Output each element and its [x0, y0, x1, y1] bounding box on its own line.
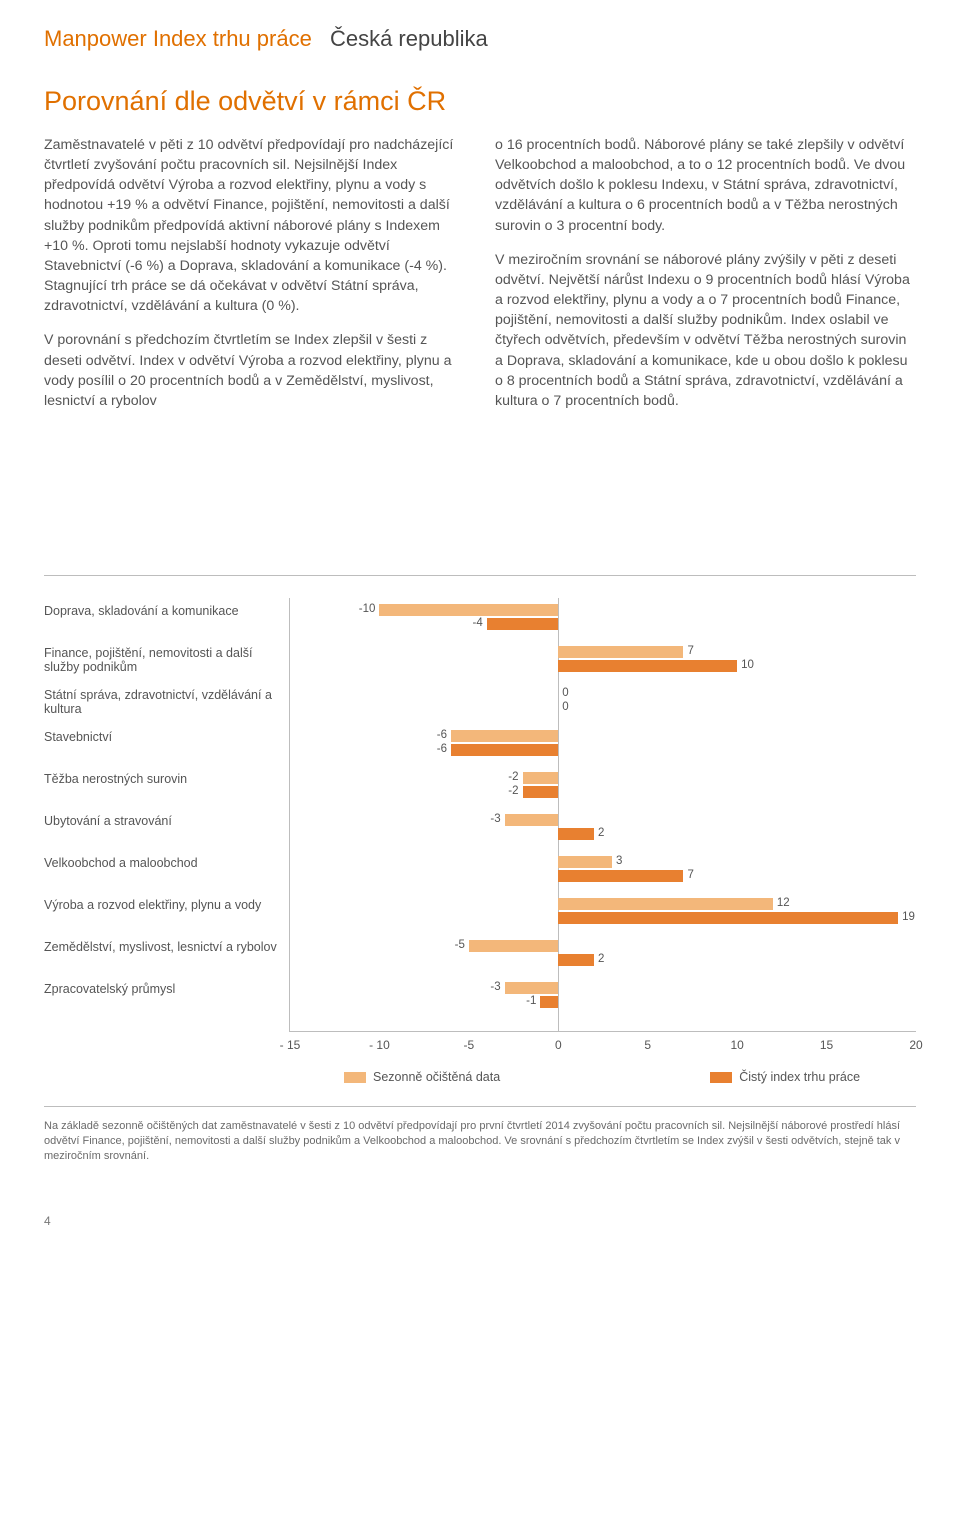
chart-bar: [469, 940, 558, 952]
chart-bar: [487, 618, 559, 630]
chart-bar-value: 19: [902, 911, 915, 923]
chart-xtick-label: 0: [555, 1038, 562, 1052]
chart-category-label: Výroba a rozvod elektřiny, plynu a vody: [44, 898, 281, 912]
chart-xtick-label: 10: [730, 1038, 743, 1052]
chart-bar: [558, 646, 683, 658]
chart-xtick-label: 15: [820, 1038, 833, 1052]
header-brand: Manpower Index trhu práce: [44, 26, 312, 51]
chart-bar-value: -2: [508, 771, 518, 783]
chart-category-label: Finance, pojištění, nemovitosti a další …: [44, 646, 281, 675]
chart-bar-value: 10: [741, 659, 754, 671]
chart-bar: [558, 660, 737, 672]
chart-bar-value: -6: [437, 729, 447, 741]
page-number: 4: [44, 1214, 916, 1228]
chart-plot-area: -10-471000-6-6-2-2-32371219-52-3-1- 15- …: [289, 598, 916, 1032]
chart-category-labels: Doprava, skladování a komunikace Finance,…: [44, 598, 289, 1032]
chart-xtick-label: - 10: [369, 1038, 390, 1052]
chart-category-label: Zemědělství, myslivost, lesnictví a rybo…: [44, 940, 281, 954]
chart-bar: [558, 870, 683, 882]
chart-category-label: Zpracovatelský průmysl: [44, 982, 281, 996]
chart-bar-value: -3: [490, 981, 500, 993]
chart-bar: [505, 982, 559, 994]
chart-bar-value: 0: [562, 687, 568, 699]
paragraph: o 16 procentních bodů. Náborové plány se…: [495, 135, 916, 236]
chart-bar: [558, 856, 612, 868]
legend-item: Čistý index trhu práce: [710, 1070, 860, 1084]
chart-bar: [558, 828, 594, 840]
paragraph: V porovnání s předchozím čtvrtletím se I…: [44, 330, 465, 411]
page-header: Manpower Index trhu práce Česká republik…: [44, 26, 916, 52]
chart-bar-value: 7: [687, 869, 693, 881]
chart-bar: [451, 744, 558, 756]
chart-bar: [451, 730, 558, 742]
chart-bar-value: -6: [437, 743, 447, 755]
chart-bar-value: 2: [598, 827, 604, 839]
chart-bar-value: 12: [777, 897, 790, 909]
legend-label: Čistý index trhu práce: [739, 1070, 860, 1084]
header-country: Česká republika: [330, 26, 488, 51]
chart-bar-value: -10: [359, 603, 376, 615]
chart-legend: Sezonně očištěná data Čistý index trhu p…: [44, 1068, 916, 1086]
column-left: Zaměstnavatelé v pěti z 10 odvětví předp…: [44, 135, 465, 425]
chart-bar: [379, 604, 558, 616]
chart-category-label: Těžba nerostných surovin: [44, 772, 281, 786]
chart-x-axis: - 15- 10-505101520: [290, 1032, 916, 1062]
paragraph: Zaměstnavatelé v pěti z 10 odvětví předp…: [44, 135, 465, 316]
page: Manpower Index trhu práce Česká republik…: [0, 0, 960, 1248]
chart-xtick-label: 20: [909, 1038, 922, 1052]
chart-xtick-label: 5: [644, 1038, 651, 1052]
chart-bar-value: -4: [473, 617, 483, 629]
chart-bar-value: -5: [455, 939, 465, 951]
chart-bar-value: -3: [490, 813, 500, 825]
column-right: o 16 procentních bodů. Náborové plány se…: [495, 135, 916, 425]
chart-bar-value: 7: [687, 645, 693, 657]
chart-bar: [523, 786, 559, 798]
chart-category-label: Ubytování a stravování: [44, 814, 281, 828]
chart-bar: [558, 898, 773, 910]
paragraph: V meziročním srovnání se náborové plány …: [495, 250, 916, 411]
section-title: Porovnání dle odvětví v rámci ČR: [44, 86, 916, 117]
chart-bar: [523, 772, 559, 784]
chart-bar: [558, 954, 594, 966]
chart-category-label: Státní správa, zdravotnictví, vzdělávání…: [44, 688, 281, 717]
chart-category-label: Stavebnictví: [44, 730, 281, 744]
chart-bar-value: -1: [526, 995, 536, 1007]
chart-xtick-label: - 15: [280, 1038, 301, 1052]
legend-label: Sezonně očištěná data: [373, 1070, 500, 1084]
legend-swatch: [710, 1072, 732, 1083]
chart: Doprava, skladování a komunikace Finance,…: [44, 575, 916, 1086]
chart-category-label: Velkoobchod a maloobchod: [44, 856, 281, 870]
chart-bar-value: 2: [598, 953, 604, 965]
chart-bar-value: -2: [508, 785, 518, 797]
chart-bar-value: 0: [562, 701, 568, 713]
chart-xtick-label: -5: [464, 1038, 475, 1052]
chart-bar: [558, 912, 898, 924]
chart-category-label: Doprava, skladování a komunikace: [44, 604, 281, 618]
body-columns: Zaměstnavatelé v pěti z 10 odvětví předp…: [44, 135, 916, 425]
chart-footnote: Na základě sezonně očištěných dat zaměst…: [44, 1106, 916, 1164]
chart-bar: [505, 814, 559, 826]
chart-bar: [540, 996, 558, 1008]
legend-swatch: [344, 1072, 366, 1083]
legend-item: Sezonně očištěná data: [344, 1070, 500, 1084]
chart-bar-value: 3: [616, 855, 622, 867]
